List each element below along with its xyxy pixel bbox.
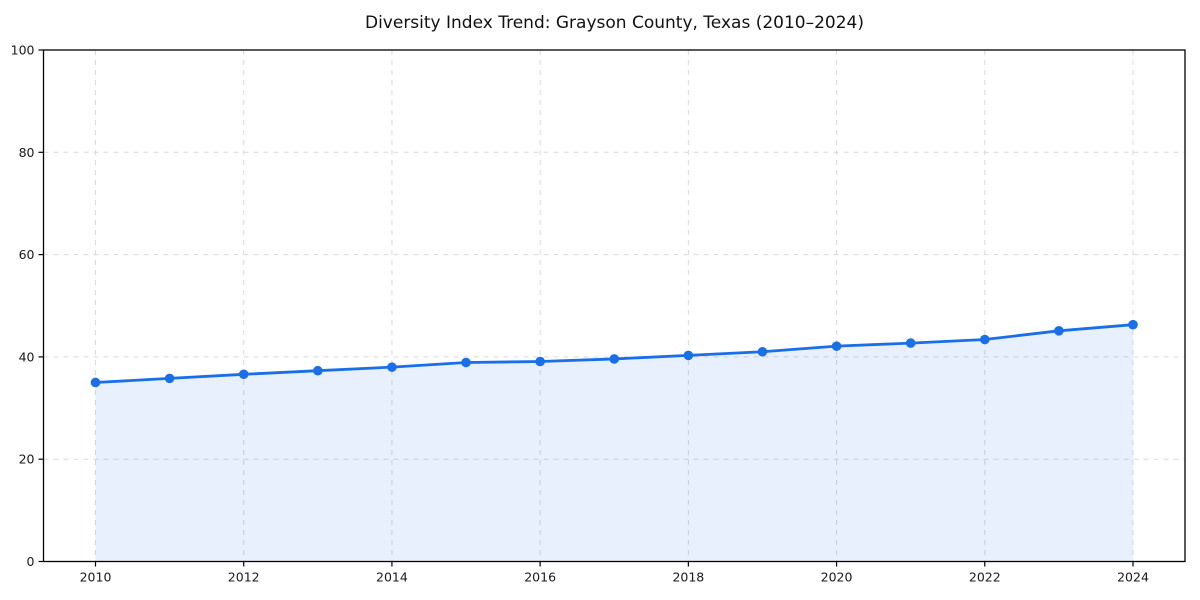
y-tick-label-40: 40 [19, 349, 35, 364]
x-tick-label-2012: 2012 [228, 570, 260, 585]
x-tick-label-2010: 2010 [80, 570, 112, 585]
data-point-2014 [387, 362, 397, 372]
x-tick-label-2022: 2022 [969, 570, 1001, 585]
x-tick-label-2018: 2018 [672, 570, 704, 585]
data-point-2020 [831, 341, 842, 351]
series-area [95, 324, 1133, 562]
data-point-2016 [535, 356, 545, 367]
data-point-2019 [757, 346, 768, 357]
y-tick-label-60: 60 [19, 247, 35, 262]
x-tick-label-2016: 2016 [524, 570, 556, 585]
chart-title: Diversity Index Trend: Grayson County, T… [364, 13, 864, 33]
plot-frame [42, 49, 1186, 563]
x-tick-label-2020: 2020 [821, 570, 853, 585]
data-point-2017 [609, 354, 620, 364]
data-point-2024 [1128, 319, 1138, 330]
data-point-2010 [90, 377, 101, 388]
data-point-2011 [164, 373, 175, 384]
data-point-2012 [238, 369, 249, 380]
data-point-2015 [461, 357, 471, 368]
y-tick-label-0: 0 [27, 554, 35, 569]
data-point-2022 [979, 334, 990, 345]
x-tick-label-2024: 2024 [1117, 570, 1149, 585]
y-tick-label-80: 80 [19, 145, 35, 160]
data-point-2018 [683, 350, 694, 361]
x-tick-label-2014: 2014 [376, 570, 408, 585]
y-tick-label-100: 100 [11, 43, 35, 58]
data-point-2021 [905, 338, 916, 348]
data-point-2023 [1054, 326, 1064, 336]
data-point-2013 [313, 365, 323, 376]
y-tick-label-20: 20 [19, 452, 35, 467]
